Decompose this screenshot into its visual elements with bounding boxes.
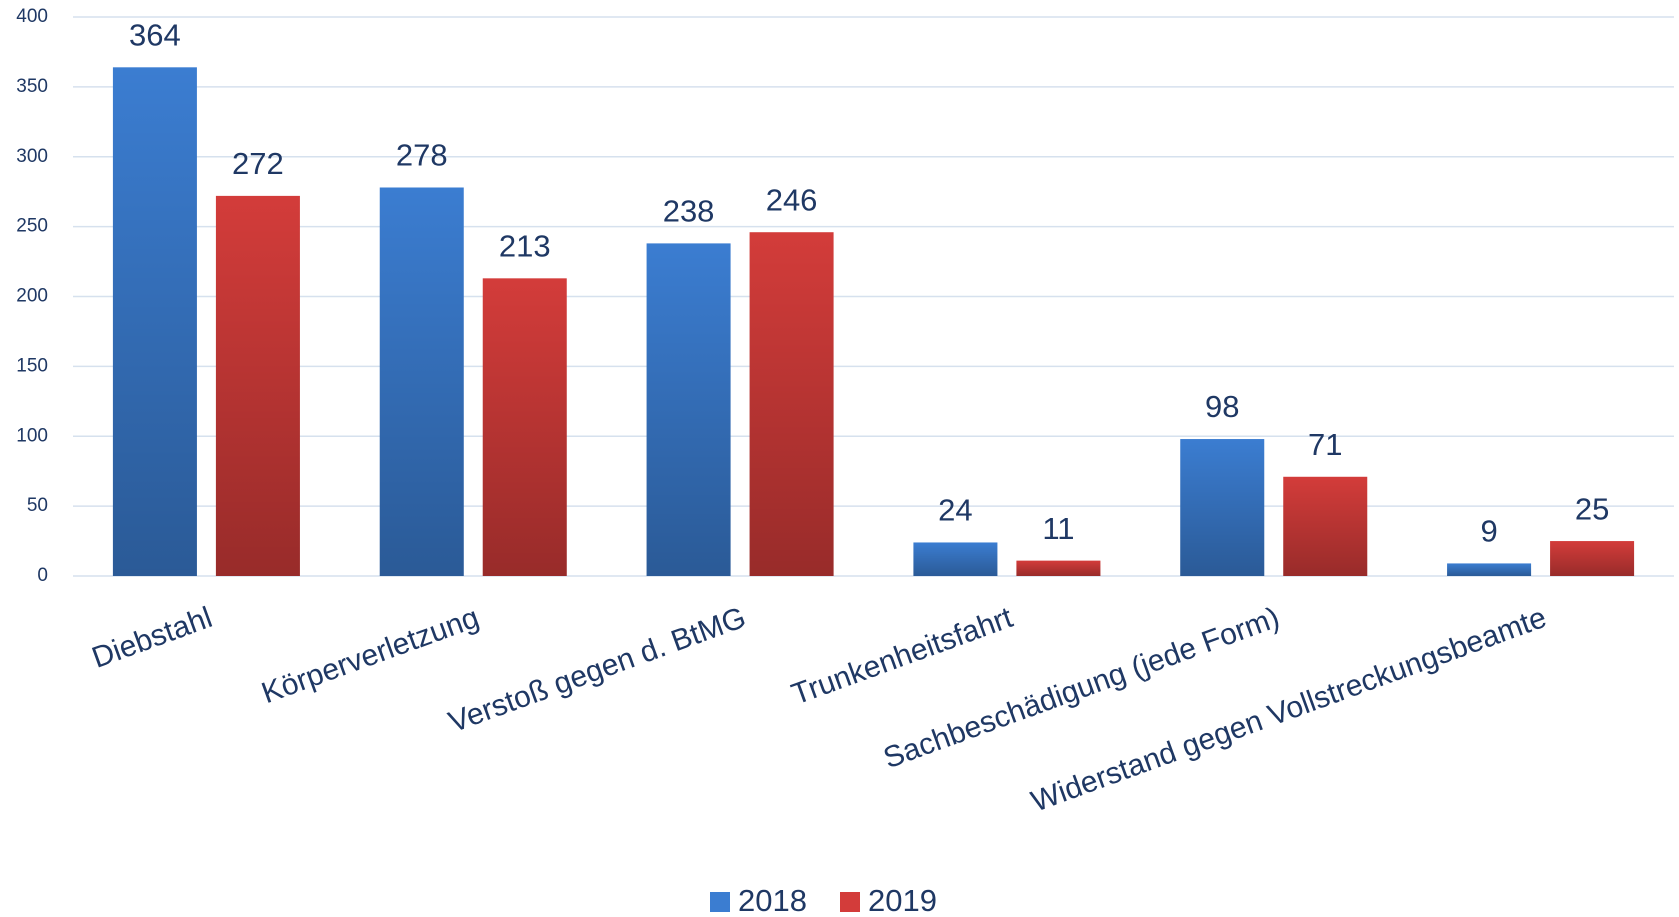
value-label: 278 xyxy=(396,138,448,173)
bar-shade xyxy=(1550,541,1635,576)
value-label: 24 xyxy=(938,493,972,528)
legend-swatch xyxy=(840,892,860,912)
y-tick-label: 150 xyxy=(16,355,48,376)
y-tick-label: 50 xyxy=(27,495,48,516)
x-tick-label: Diebstahl xyxy=(88,601,217,675)
y-tick-label: 200 xyxy=(16,286,48,307)
bar-shade xyxy=(646,243,731,576)
bar-shade xyxy=(1016,560,1101,576)
value-label: 213 xyxy=(499,229,551,264)
value-label: 364 xyxy=(129,17,181,52)
y-tick-label: 250 xyxy=(16,216,48,237)
bar-shade xyxy=(112,67,197,576)
y-tick-label: 350 xyxy=(16,76,48,97)
bar-shade xyxy=(1283,476,1368,576)
bar-shade xyxy=(913,542,998,576)
y-tick-label: 0 xyxy=(37,565,48,586)
bar-shade xyxy=(482,278,567,576)
bar-shade xyxy=(1447,563,1532,576)
value-label: 246 xyxy=(766,182,818,217)
bar-shade xyxy=(749,232,834,576)
x-tick-label: Verstoß gegen d. BtMG xyxy=(444,601,750,739)
value-label: 71 xyxy=(1308,427,1342,462)
value-label: 272 xyxy=(232,146,284,181)
value-label: 11 xyxy=(1042,511,1074,546)
bar-shade xyxy=(379,187,464,576)
legend-swatch xyxy=(710,892,730,912)
bar-shade xyxy=(1180,439,1265,576)
legend-label: 2019 xyxy=(868,883,937,917)
bar-shade xyxy=(215,195,300,576)
value-label: 98 xyxy=(1205,389,1239,424)
value-label: 9 xyxy=(1480,514,1497,549)
y-tick-label: 400 xyxy=(16,6,48,27)
x-tick-label: Widerstand gegen Vollstreckungsbeamte xyxy=(1027,601,1551,819)
x-tick-label: Trunkenheitsfahrt xyxy=(787,601,1017,712)
y-tick-label: 100 xyxy=(16,425,48,446)
value-label: 238 xyxy=(663,194,715,229)
y-tick-label: 300 xyxy=(16,146,48,167)
x-tick-label: Körperverletzung xyxy=(257,601,483,710)
value-label: 25 xyxy=(1575,491,1609,526)
legend-label: 2018 xyxy=(738,883,807,917)
